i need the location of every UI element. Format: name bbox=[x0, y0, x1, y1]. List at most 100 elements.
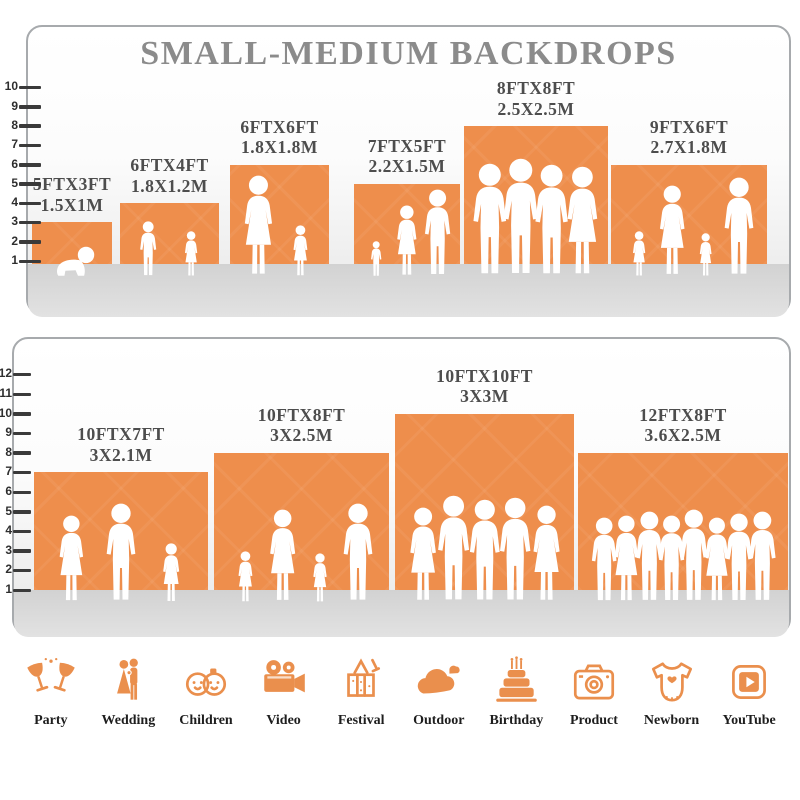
ruler-tick bbox=[19, 163, 41, 167]
ruler-tick bbox=[19, 201, 41, 206]
ruler-number: 7 bbox=[11, 137, 18, 152]
category-label: Festival bbox=[337, 713, 385, 728]
category-label: Product bbox=[569, 713, 618, 728]
ruler-tick bbox=[13, 529, 31, 534]
ruler-number: 11 bbox=[0, 386, 12, 400]
size-m-label: 3X2.5M bbox=[270, 425, 333, 446]
birthday-icon bbox=[496, 656, 538, 702]
panel-floor bbox=[14, 590, 789, 637]
size-ft-label: 10FTX10FT bbox=[436, 365, 533, 386]
silhouette-woman bbox=[244, 175, 272, 274]
ruler-number: 5 bbox=[11, 175, 18, 190]
category-label: Newborn bbox=[643, 713, 700, 728]
backdrop-size-label: 10FTX10FT 3X3M bbox=[385, 366, 585, 407]
product-icon bbox=[573, 664, 615, 700]
backdrop-size-label: 12FTX8FT 3.6X2.5M bbox=[583, 405, 783, 446]
backdrop-size-label: 10FTX7FT 3X2.1M bbox=[21, 424, 221, 465]
ruler-number: 9 bbox=[11, 98, 18, 113]
silhouette-woman bbox=[162, 543, 179, 601]
ruler-number: 6 bbox=[11, 156, 18, 171]
silhouette-man bbox=[424, 189, 450, 275]
ruler-tick bbox=[13, 588, 31, 592]
backdrop-rect bbox=[578, 452, 788, 590]
size-ft-label: 10FTX7FT bbox=[77, 424, 165, 445]
ruler-tick bbox=[13, 568, 31, 573]
size-ft-label: 9FTX6FT bbox=[649, 116, 729, 137]
size-ft-label: 10FTX8FT bbox=[257, 404, 346, 425]
ruler-number: 9 bbox=[5, 425, 12, 440]
category-label: Outdoor bbox=[413, 713, 465, 728]
newborn-icon bbox=[651, 662, 692, 702]
silhouette-man bbox=[724, 177, 754, 274]
backdrop-size-label: 8FTX8FT 2.5X2.5M bbox=[436, 78, 636, 119]
ruler-number: 6 bbox=[5, 484, 12, 498]
ruler-number: 2 bbox=[5, 562, 12, 577]
backdrop-size-label: 5FTX3FT 1.5X1M bbox=[0, 174, 172, 215]
silhouette-woman bbox=[184, 231, 197, 276]
category-party: Party bbox=[14, 656, 88, 729]
children-icon bbox=[185, 668, 227, 696]
size-ft-label: 7FTX5FT bbox=[367, 135, 447, 156]
category-outdoor: Outdoor bbox=[402, 656, 476, 729]
category-children: Children bbox=[169, 656, 243, 729]
ruler-number: 8 bbox=[5, 444, 12, 459]
category-video: Video bbox=[247, 656, 321, 729]
ruler-tick bbox=[19, 240, 41, 244]
ruler-number: 12 bbox=[0, 366, 12, 381]
ruler-tick bbox=[13, 431, 31, 436]
category-label: Birthday bbox=[489, 713, 544, 728]
ruler-number: 3 bbox=[11, 214, 18, 229]
backdrop-rect bbox=[120, 203, 219, 264]
size-m-label: 2.2X1.5M bbox=[368, 156, 446, 177]
category-birthday: Birthday bbox=[479, 656, 553, 729]
ruler-number: 8 bbox=[11, 117, 18, 132]
panel-top: SMALL-MEDIUM BACKDROPS 1 2 3 4 5 6 7 8 9 10 5FTX3F… bbox=[5, 25, 791, 317]
category-youtube: YouTube bbox=[712, 656, 786, 729]
size-m-label: 1.8X1.2M bbox=[131, 175, 208, 196]
ruler-tick bbox=[13, 510, 31, 514]
category-product: Product bbox=[557, 656, 631, 729]
silhouette-woman bbox=[59, 515, 83, 601]
ruler-number: 10 bbox=[4, 79, 18, 94]
size-ft-label: 12FTX8FT bbox=[639, 404, 727, 425]
panel-bottom: 1 2 3 4 5 6 7 8 9 10 11 12 10FTX7FT 3X2.1M 10FTX8FT 3X2… bbox=[0, 337, 791, 637]
size-ft-label: 5FTX3FT bbox=[32, 174, 112, 195]
ruler-number: 3 bbox=[5, 542, 12, 557]
outdoor-icon bbox=[417, 665, 460, 694]
youtube-icon bbox=[732, 665, 767, 699]
silhouette-man bbox=[371, 241, 382, 276]
category-newborn: Newborn bbox=[635, 656, 709, 729]
ruler-number: 5 bbox=[5, 503, 12, 518]
ruler-tick bbox=[13, 470, 31, 475]
backdrop-rect bbox=[230, 164, 329, 264]
ruler-number: 1 bbox=[11, 253, 18, 267]
ruler-number: 4 bbox=[5, 523, 12, 538]
ruler-number: 10 bbox=[0, 405, 12, 420]
size-m-label: 2.7X1.8M bbox=[650, 137, 728, 158]
silhouette-man bbox=[140, 221, 157, 276]
ruler-tick bbox=[13, 549, 31, 553]
size-m-label: 1.5X1M bbox=[40, 195, 104, 216]
ruler-tick bbox=[19, 85, 41, 90]
backdrop-size-label: 7FTX5FT 2.2X1.5M bbox=[307, 136, 507, 177]
size-m-label: 1.8X1.8M bbox=[241, 137, 318, 158]
size-m-label: 3X2.1M bbox=[89, 445, 153, 466]
silhouette-woman bbox=[659, 185, 685, 274]
ruler-tick bbox=[19, 143, 41, 148]
backdrop-rect bbox=[32, 222, 112, 264]
silhouette-man bbox=[748, 511, 776, 600]
category-label: Children bbox=[179, 713, 233, 728]
silhouette-baby bbox=[56, 246, 95, 276]
category-row: Party Wedding Children bbox=[12, 656, 788, 729]
category-label: Party bbox=[34, 713, 68, 728]
ruler-tick bbox=[19, 105, 41, 109]
ruler-tick bbox=[19, 182, 41, 186]
silhouette-woman bbox=[270, 509, 296, 600]
ruler-tick bbox=[13, 372, 31, 377]
video-icon bbox=[263, 660, 305, 693]
silhouette-woman bbox=[238, 551, 252, 602]
silhouette-woman bbox=[567, 166, 598, 274]
backdrop-rect bbox=[34, 472, 208, 590]
size-ft-label: 6FTX4FT bbox=[130, 155, 209, 176]
silhouette-man bbox=[343, 503, 373, 600]
